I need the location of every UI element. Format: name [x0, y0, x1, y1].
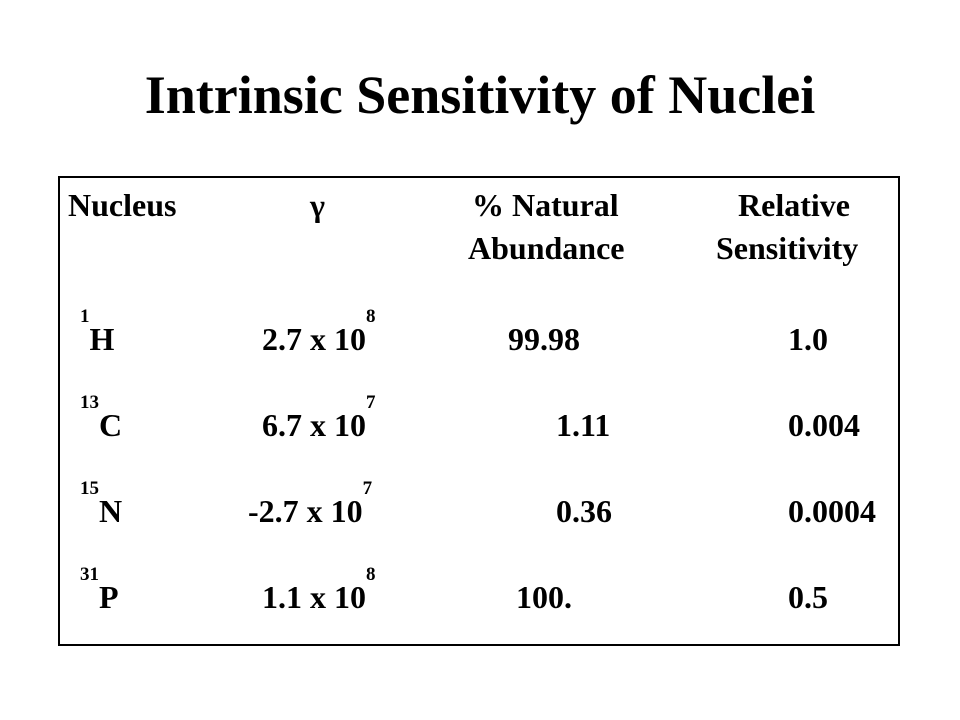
- row-3-gamma: -2.7 x 107: [248, 479, 372, 530]
- row-1-abundance: 99.98: [508, 321, 580, 357]
- row-2-gamma: 6.7 x 107: [262, 393, 376, 444]
- row-1-gamma-exponent: 8: [366, 306, 376, 327]
- row-4-gamma: 1.1 x 108: [262, 565, 376, 616]
- row-4-gamma-exponent: 8: [366, 564, 376, 585]
- row-2-nucleus: 13C: [80, 393, 123, 444]
- header-nucleus: Nucleus: [68, 187, 177, 223]
- row-1-sensitivity: 1.0: [788, 321, 828, 357]
- row-1-symbol: H: [89, 321, 115, 357]
- header-abundance-line2: Abundance: [468, 230, 625, 266]
- row-3-abundance: 0.36: [556, 493, 612, 529]
- row-3-symbol: N: [99, 493, 123, 529]
- row-3-mass-number: 15: [80, 478, 99, 499]
- row-4-abundance: 100.: [516, 579, 572, 615]
- row-4-symbol: P: [99, 579, 119, 615]
- data-table-frame: [58, 176, 900, 646]
- row-4-nucleus: 31P: [80, 565, 119, 616]
- header-abundance-line1: % Natural: [472, 187, 619, 223]
- header-gamma: γ: [310, 187, 325, 223]
- header-sensitivity-line2: Sensitivity: [716, 230, 859, 266]
- row-2-sensitivity: 0.004: [788, 407, 860, 443]
- row-3-nucleus: 15N: [80, 479, 123, 530]
- row-1-mass-number: 1: [80, 306, 90, 327]
- row-3-gamma-exponent: 7: [362, 478, 373, 499]
- row-2-symbol: C: [99, 407, 123, 443]
- row-2-abundance: 1.11: [556, 407, 611, 443]
- row-2-gamma-exponent: 7: [366, 392, 376, 413]
- row-1-gamma: 2.7 x 108: [262, 307, 376, 358]
- row-3-gamma-base: -2.7 x 10: [248, 493, 363, 529]
- row-4-gamma-base: 1.1 x 10: [262, 579, 366, 615]
- row-3-sensitivity: 0.0004: [788, 493, 876, 529]
- row-1-gamma-base: 2.7 x 10: [262, 321, 366, 357]
- row-2-gamma-base: 6.7 x 10: [262, 407, 366, 443]
- row-2-mass-number: 13: [80, 392, 99, 413]
- row-1-nucleus: 1H: [80, 307, 115, 358]
- row-4-mass-number: 31: [80, 564, 99, 585]
- row-4-sensitivity: 0.5: [788, 579, 828, 615]
- slide-title: Intrinsic Sensitivity of Nuclei: [144, 65, 816, 125]
- header-sensitivity-line1: Relative: [738, 187, 850, 223]
